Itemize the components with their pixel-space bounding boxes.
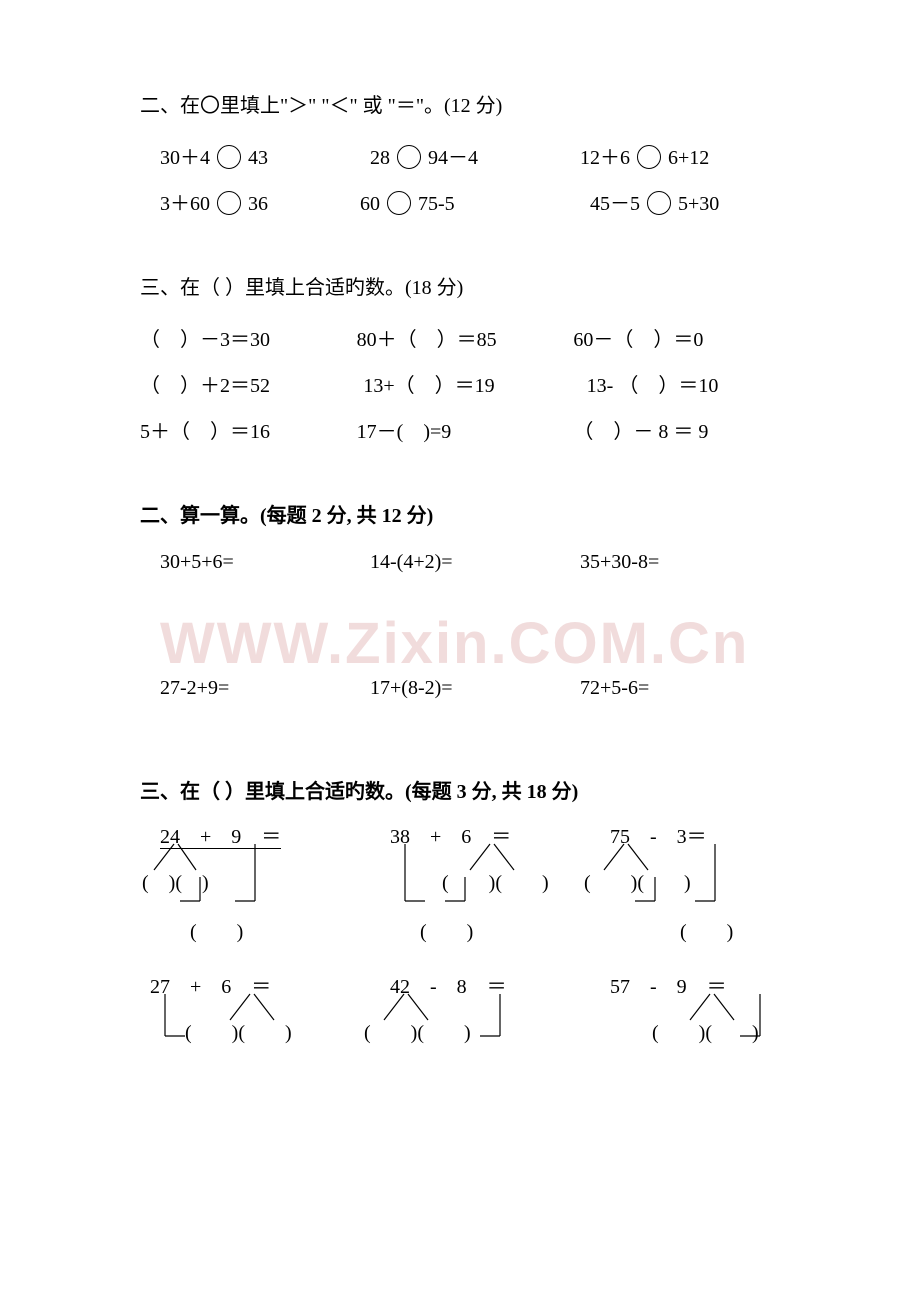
section3b-title: 三、在（ ）里填上合适旳数。(每题 3 分, 共 18 分) <box>140 776 790 808</box>
calc-cell: 35+30-8= <box>580 544 790 580</box>
paren: ( )( ) <box>142 866 209 895</box>
cmp-cell: 30＋4 43 <box>160 140 370 176</box>
decomp-item: 57 - 9 ＝ ( )( ) <box>590 970 790 1050</box>
cmp-right: 6+12 <box>668 147 709 169</box>
decomp-row-2: 27 + 6 ＝ ( )( ) 42 - 8 ＝ ( <box>140 970 790 1050</box>
cmp-right: 43 <box>248 147 268 169</box>
content: 二、在〇里填上"＞" "＜" 或 "＝"。(12 分) 30＋4 43 28 9… <box>140 90 790 1050</box>
fill-cell: 17－( )=9 <box>357 414 574 450</box>
compare-circle <box>217 145 241 169</box>
section-decomp: 三、在（ ）里填上合适旳数。(每题 3 分, 共 18 分) 24 + 9 ＝ … <box>140 776 790 1050</box>
compare-circle <box>217 191 241 215</box>
decomp-row-1: 24 + 9 ＝ ( )( ) ( ) 38 + 6 ＝ <box>140 820 790 950</box>
fill-row: （ ）－3＝30 80＋（ ）＝85 60－（ ）＝0 <box>140 322 790 358</box>
cmp-cell: 45－5 5+30 <box>560 186 790 222</box>
section-fillin: 三、在（ ）里填上合适旳数。(18 分) （ ）－3＝30 80＋（ ）＝85 … <box>140 272 790 450</box>
cmp-right: 36 <box>248 193 268 215</box>
fill-cell: 60－（ ）＝0 <box>573 322 790 358</box>
fill-row: （ ）＋2＝52 13+（ ）＝19 13- （ ）＝10 <box>140 368 790 404</box>
fill-cell: 13+（ ）＝19 <box>343 368 566 404</box>
cmp-left: 3＋60 <box>160 193 210 215</box>
compare-circle <box>637 145 661 169</box>
section-calc: 二、算一算。(每题 2 分, 共 12 分) 30+5+6= 14-(4+2)=… <box>140 500 790 706</box>
decomp-item: 27 + 6 ＝ ( )( ) <box>150 970 350 1050</box>
cmp-left: 60 <box>360 193 380 215</box>
compare-circle <box>387 191 411 215</box>
compare-circle <box>647 191 671 215</box>
fill-row: 5＋（ ）＝16 17－( )=9 （ ）－ 8 ＝ 9 <box>140 414 790 450</box>
section2-title: 二、在〇里填上"＞" "＜" 或 "＝"。(12 分) <box>140 90 790 122</box>
cmp-right: 5+30 <box>678 193 719 215</box>
paren: ( ) <box>190 915 243 944</box>
calc-cell: 14-(4+2)= <box>370 544 580 580</box>
fill-cell: 5＋（ ）＝16 <box>140 414 357 450</box>
paren: ( )( ) <box>364 1016 471 1045</box>
decomp-item: 24 + 9 ＝ ( )( ) ( ) <box>150 820 350 950</box>
calc-cell: 27-2+9= <box>160 670 370 706</box>
fill-cell: （ ）－3＝30 <box>140 322 357 358</box>
paren: ( ) <box>420 915 473 944</box>
decomp-item: 75 - 3＝ ( )( ) ( ) <box>590 820 790 950</box>
calc-row: 30+5+6= 14-(4+2)= 35+30-8= <box>140 544 790 580</box>
calc-cell: 17+(8-2)= <box>370 670 580 706</box>
calc-cell: 30+5+6= <box>160 544 370 580</box>
cmp-cell: 3＋60 36 <box>160 186 360 222</box>
paren: ( )( ) <box>652 1016 759 1045</box>
cmp-left: 45－5 <box>590 193 640 215</box>
decomp-item: 42 - 8 ＝ ( )( ) <box>370 970 570 1050</box>
paren: ( )( ) <box>442 866 549 895</box>
cmp-left: 30＋4 <box>160 147 210 169</box>
fill-cell: （ ）－ 8 ＝ 9 <box>573 414 790 450</box>
section-compare: 二、在〇里填上"＞" "＜" 或 "＝"。(12 分) 30＋4 43 28 9… <box>140 90 790 222</box>
cmp-right: 75-5 <box>418 193 455 215</box>
section2b-title: 二、算一算。(每题 2 分, 共 12 分) <box>140 500 790 532</box>
paren: ( ) <box>680 915 733 944</box>
calc-row: 27-2+9= 17+(8-2)= 72+5-6= <box>140 670 790 706</box>
compare-row-2: 3＋60 36 60 75-5 45－5 5+30 <box>140 186 790 222</box>
calc-cell: 72+5-6= <box>580 670 790 706</box>
paren: ( )( ) <box>584 866 691 895</box>
compare-circle <box>397 145 421 169</box>
fill-cell: 13- （ ）＝10 <box>567 368 790 404</box>
cmp-left: 12＋6 <box>580 147 630 169</box>
cmp-right: 94－4 <box>428 147 478 169</box>
decomp-item: 38 + 6 ＝ ( )( ) ( ) <box>370 820 570 950</box>
fill-cell: 80＋（ ）＝85 <box>357 322 574 358</box>
cmp-left: 28 <box>370 147 390 169</box>
fill-cell: （ ）＋2＝52 <box>140 368 343 404</box>
section3a-title: 三、在（ ）里填上合适旳数。(18 分) <box>140 272 790 304</box>
cmp-cell: 12＋6 6+12 <box>580 140 790 176</box>
paren: ( )( ) <box>185 1016 292 1045</box>
cmp-cell: 28 94－4 <box>370 140 580 176</box>
compare-row-1: 30＋4 43 28 94－4 12＋6 6+12 <box>140 140 790 176</box>
cmp-cell: 60 75-5 <box>360 186 560 222</box>
